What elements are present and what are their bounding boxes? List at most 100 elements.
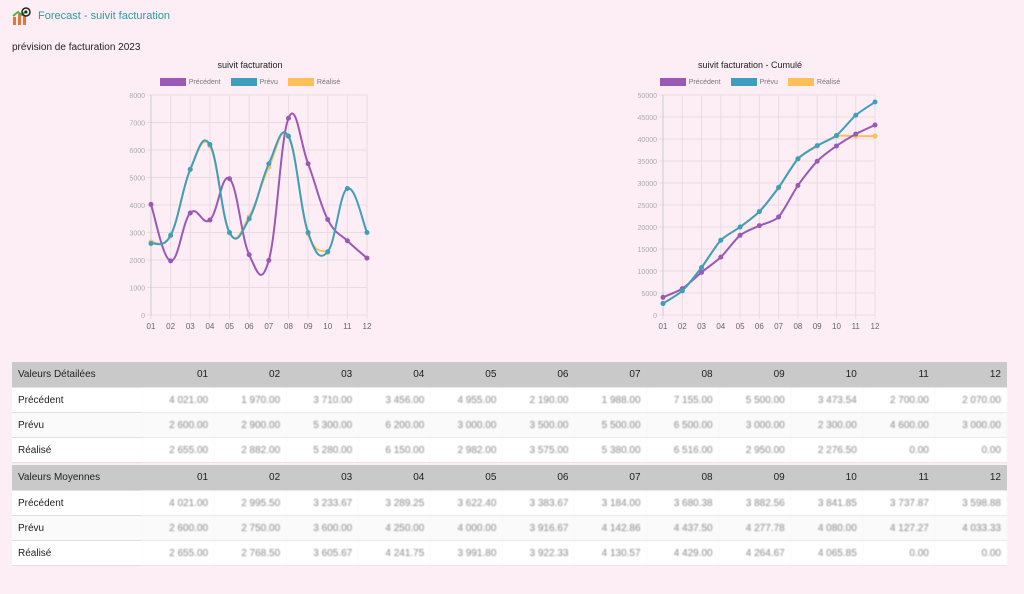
cell-value: 2 600.00 [142, 412, 215, 438]
cell-value: 4 127.27 [862, 515, 935, 541]
page-subtitle: prévision de facturation 2023 [12, 42, 141, 53]
legend-item[interactable]: Prévu [730, 78, 778, 86]
cell-value: 3 882.56 [718, 490, 791, 516]
data-point[interactable] [699, 264, 705, 270]
data-point[interactable] [718, 237, 724, 243]
y-tick-label: 7000 [129, 121, 145, 128]
data-point[interactable] [285, 115, 291, 121]
x-tick-label: 03 [186, 322, 195, 331]
data-point[interactable] [814, 143, 820, 149]
cell-value: 4 142.86 [574, 515, 647, 541]
data-point[interactable] [266, 257, 272, 263]
series-line-1 [150, 131, 368, 257]
data-point[interactable] [266, 161, 272, 167]
data-point[interactable] [814, 158, 820, 164]
cell-value: 3 233.67 [286, 490, 359, 516]
table-row: Précédent 4 021.00 1 970.00 3 710.00 3 456.0… [12, 387, 1007, 413]
table-header-row: Valeurs Détailées 01 02 03 04 05 06 07 08 09 10 11 1… [12, 362, 1007, 388]
data-point[interactable] [660, 301, 666, 307]
y-tick-label: 10000 [638, 269, 658, 276]
month-header: 05 [430, 362, 503, 388]
cell-value: 2 882.00 [214, 437, 287, 463]
data-point[interactable] [227, 176, 233, 182]
data-point[interactable] [207, 217, 213, 223]
legend-item[interactable]: Réalisé [787, 78, 840, 86]
data-point[interactable] [718, 254, 724, 260]
data-point[interactable] [148, 201, 154, 207]
data-point[interactable] [305, 230, 311, 235]
data-point[interactable] [872, 99, 878, 105]
data-point[interactable] [285, 133, 291, 139]
cell-value: 3 383.67 [502, 490, 575, 516]
y-tick-label: 0 [653, 313, 657, 320]
cell-value: 2 070.00 [934, 387, 1007, 413]
legend-item[interactable]: Réalisé [287, 78, 340, 86]
data-point[interactable] [227, 230, 233, 235]
data-point[interactable] [853, 112, 859, 118]
data-point[interactable] [833, 132, 839, 138]
month-header: 03 [286, 465, 359, 491]
y-tick-label: 35000 [638, 159, 658, 166]
legend-item[interactable]: Prévu [230, 78, 278, 86]
data-point[interactable] [795, 156, 801, 162]
data-point[interactable] [207, 142, 213, 147]
table-title: Valeurs Détailées [12, 362, 142, 388]
legend-swatch [230, 78, 257, 86]
data-point[interactable] [699, 269, 705, 275]
data-point[interactable] [325, 216, 331, 222]
data-point[interactable] [246, 216, 252, 222]
data-point[interactable] [795, 182, 801, 188]
legend-item[interactable]: Précédent [659, 78, 721, 86]
data-point[interactable] [660, 294, 666, 300]
cell-value: 3 922.33 [502, 540, 575, 566]
cell-value: 3 710.00 [286, 387, 359, 413]
data-point[interactable] [364, 230, 370, 235]
cell-value: 2 900.00 [214, 412, 287, 438]
data-point[interactable] [776, 214, 782, 220]
data-point[interactable] [148, 241, 154, 246]
data-point[interactable] [776, 184, 782, 190]
data-point[interactable] [737, 232, 743, 238]
data-point[interactable] [756, 223, 762, 229]
y-tick-label: 25000 [638, 203, 658, 210]
data-point[interactable] [305, 161, 311, 167]
x-tick-label: 12 [363, 322, 372, 331]
y-tick-label: 2000 [129, 258, 145, 265]
data-point[interactable] [246, 252, 252, 258]
y-tick-label: 6000 [129, 148, 145, 155]
page-title-link[interactable]: Forecast - suivit facturation [38, 10, 171, 22]
data-point[interactable] [187, 166, 193, 172]
data-point[interactable] [679, 288, 685, 294]
data-point[interactable] [737, 224, 743, 230]
cell-value: 0.00 [862, 437, 935, 463]
data-point[interactable] [187, 210, 193, 216]
month-header: 06 [502, 465, 575, 491]
cell-value: 2 950.00 [718, 437, 791, 463]
month-header: 11 [862, 465, 935, 491]
data-point[interactable] [168, 232, 174, 238]
data-point[interactable] [853, 131, 859, 137]
y-tick-label: 4000 [129, 203, 145, 210]
data-point[interactable] [325, 249, 331, 255]
data-point[interactable] [756, 209, 762, 215]
legend-item[interactable]: Précédent [159, 78, 221, 86]
y-tick-label: 40000 [638, 137, 658, 144]
cell-value: 2 700.00 [862, 387, 935, 413]
cell-value: 3 473.54 [790, 387, 863, 413]
series-line-1 [662, 101, 876, 305]
data-point[interactable] [344, 238, 350, 244]
month-header: 09 [718, 465, 791, 491]
cell-value: 5 380.00 [574, 437, 647, 463]
data-point[interactable] [344, 186, 350, 191]
cell-value: 4 429.00 [646, 540, 719, 566]
data-point[interactable] [872, 133, 878, 139]
legend-label: Précédent [688, 78, 721, 86]
data-point[interactable] [168, 258, 174, 264]
data-point[interactable] [833, 143, 839, 149]
data-point[interactable] [872, 122, 878, 128]
cell-value: 4 600.00 [862, 412, 935, 438]
cell-value: 3 000.00 [718, 412, 791, 438]
cell-value: 3 600.00 [286, 515, 359, 541]
month-header: 04 [358, 362, 431, 388]
data-point[interactable] [364, 255, 370, 261]
